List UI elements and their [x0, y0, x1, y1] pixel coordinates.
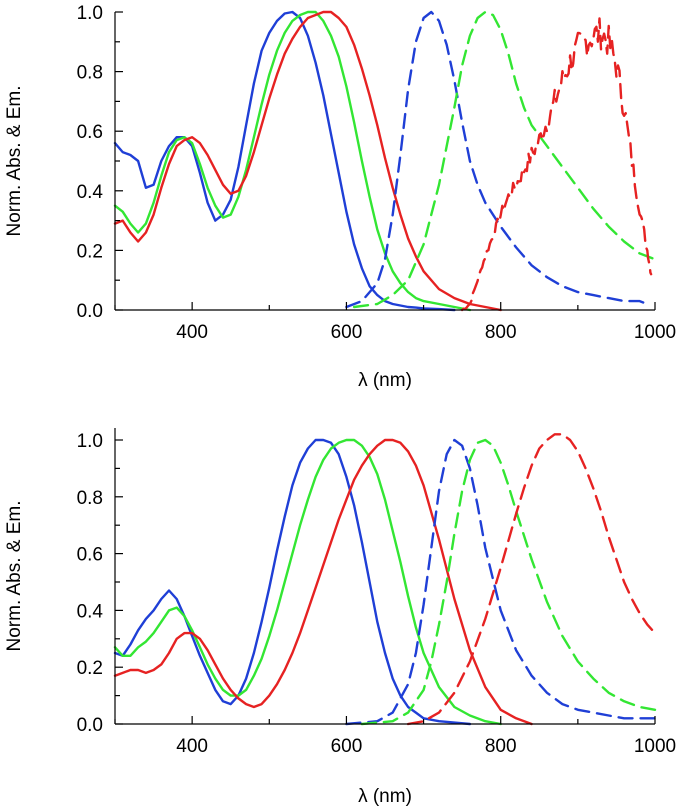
- bottom-panel: 400 600 800 1000 0.0 0.2 0.4 0.6 0.8 1.0 λ (nm) N…: [4, 428, 676, 807]
- top-panel-y-tick-label: 0.0: [77, 301, 103, 322]
- bottom-panel-y-tick-label: 0.0: [77, 715, 103, 736]
- bottom-panel-x-tick-label: 400: [176, 736, 208, 757]
- top-panel: 400 600 800 1000 0.0 0.2 0.4 0.6 0.8 1.0 λ (nm) N…: [4, 3, 676, 391]
- top-panel-y-tick-label: 1.0: [77, 3, 103, 24]
- bottom-panel-x-tick-label: 1000: [634, 736, 676, 757]
- bottom-panel-x-tick-label: 800: [485, 736, 517, 757]
- top-panel-y-tick-label: 0.8: [77, 63, 103, 84]
- top-panel-y-axis-title: Norm. Abs. & Em.: [4, 86, 25, 237]
- top-panel-x-tick-label: 600: [331, 322, 363, 343]
- bottom-panel-lines: [113, 433, 657, 726]
- bottom-panel-red-absorption-line: [113, 438, 533, 726]
- bottom-panel-y-tick-label: 0.6: [77, 545, 103, 566]
- top-panel-blue-emission-line: [345, 10, 649, 309]
- bottom-panel-x-tick-label: 600: [331, 736, 363, 757]
- top-panel-blue-absorption-line: [113, 10, 456, 312]
- top-panel-lines: [113, 10, 657, 312]
- bottom-panel-y-tick-label: 1.0: [77, 431, 103, 452]
- top-panel-y-tick-label: 0.4: [77, 182, 104, 203]
- bottom-panel-x-axis-title: λ (nm): [358, 786, 412, 807]
- bottom-panel-ticks: 400 600 800 1000 0.0 0.2 0.4 0.6 0.8 1.0: [77, 431, 677, 757]
- top-panel-red-absorption-line: [113, 10, 502, 312]
- top-panel-ticks: 400 600 800 1000 0.0 0.2 0.4 0.6 0.8 1.0: [77, 3, 677, 343]
- top-panel-x-tick-label: 400: [176, 322, 208, 343]
- top-panel-x-tick-label: 1000: [634, 322, 676, 343]
- bottom-panel-y-tick-label: 0.2: [77, 658, 103, 679]
- top-panel-y-tick-label: 0.6: [77, 122, 103, 143]
- bottom-panel-blue-absorption-line: [113, 438, 472, 726]
- bottom-panel-y-tick-label: 0.4: [77, 601, 104, 622]
- top-panel-red-emission-line: [460, 17, 653, 312]
- top-panel-green-emission-line: [352, 10, 657, 309]
- bottom-panel-green-emission-line: [360, 438, 657, 726]
- top-panel-green-absorption-line: [113, 10, 472, 312]
- bottom-panel-blue-emission-line: [345, 438, 657, 726]
- top-panel-y-tick-label: 0.2: [77, 241, 103, 262]
- bottom-panel-y-tick-label: 0.8: [77, 488, 103, 509]
- top-panel-x-axis-title: λ (nm): [358, 370, 412, 391]
- bottom-panel-y-axis-title: Norm. Abs. & Em.: [4, 501, 25, 652]
- bottom-panel-red-emission-line: [406, 433, 657, 726]
- top-panel-x-tick-label: 800: [485, 322, 517, 343]
- bottom-panel-green-absorption-line: [113, 438, 502, 726]
